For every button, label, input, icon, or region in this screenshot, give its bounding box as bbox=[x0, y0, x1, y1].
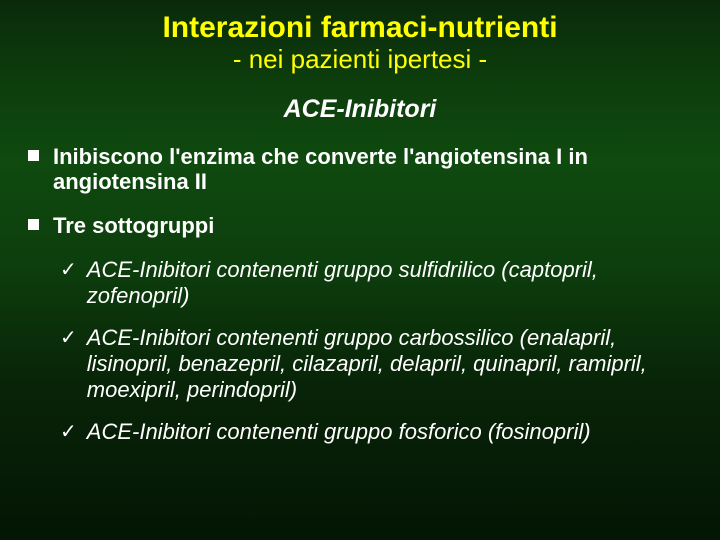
check-text: ACE-Inibitori contenenti gruppo sulfidri… bbox=[87, 257, 692, 309]
bullet-item: Tre sottogruppi bbox=[28, 213, 692, 239]
bullet-item: Inibiscono l'enzima che converte l'angio… bbox=[28, 144, 692, 196]
slide-subtitle: - nei pazienti ipertesi - bbox=[28, 44, 692, 75]
check-text: ACE-Inibitori contenenti gruppo carbossi… bbox=[87, 325, 692, 403]
check-text: ACE-Inibitori contenenti gruppo fosforic… bbox=[87, 419, 692, 445]
square-bullet-icon bbox=[28, 219, 39, 230]
check-icon: ✓ bbox=[60, 325, 77, 351]
check-item: ✓ ACE-Inibitori contenenti gruppo carbos… bbox=[60, 325, 692, 403]
check-item: ✓ ACE-Inibitori contenenti gruppo fosfor… bbox=[60, 419, 692, 445]
square-bullet-icon bbox=[28, 150, 39, 161]
section-heading: ACE-Inibitori bbox=[28, 95, 692, 124]
bullet-text: Tre sottogruppi bbox=[53, 213, 692, 239]
slide-title: Interazioni farmaci-nutrienti bbox=[28, 12, 692, 44]
check-icon: ✓ bbox=[60, 257, 77, 283]
check-item: ✓ ACE-Inibitori contenenti gruppo sulfid… bbox=[60, 257, 692, 309]
bullet-text: Inibiscono l'enzima che converte l'angio… bbox=[53, 144, 692, 196]
check-icon: ✓ bbox=[60, 419, 77, 445]
